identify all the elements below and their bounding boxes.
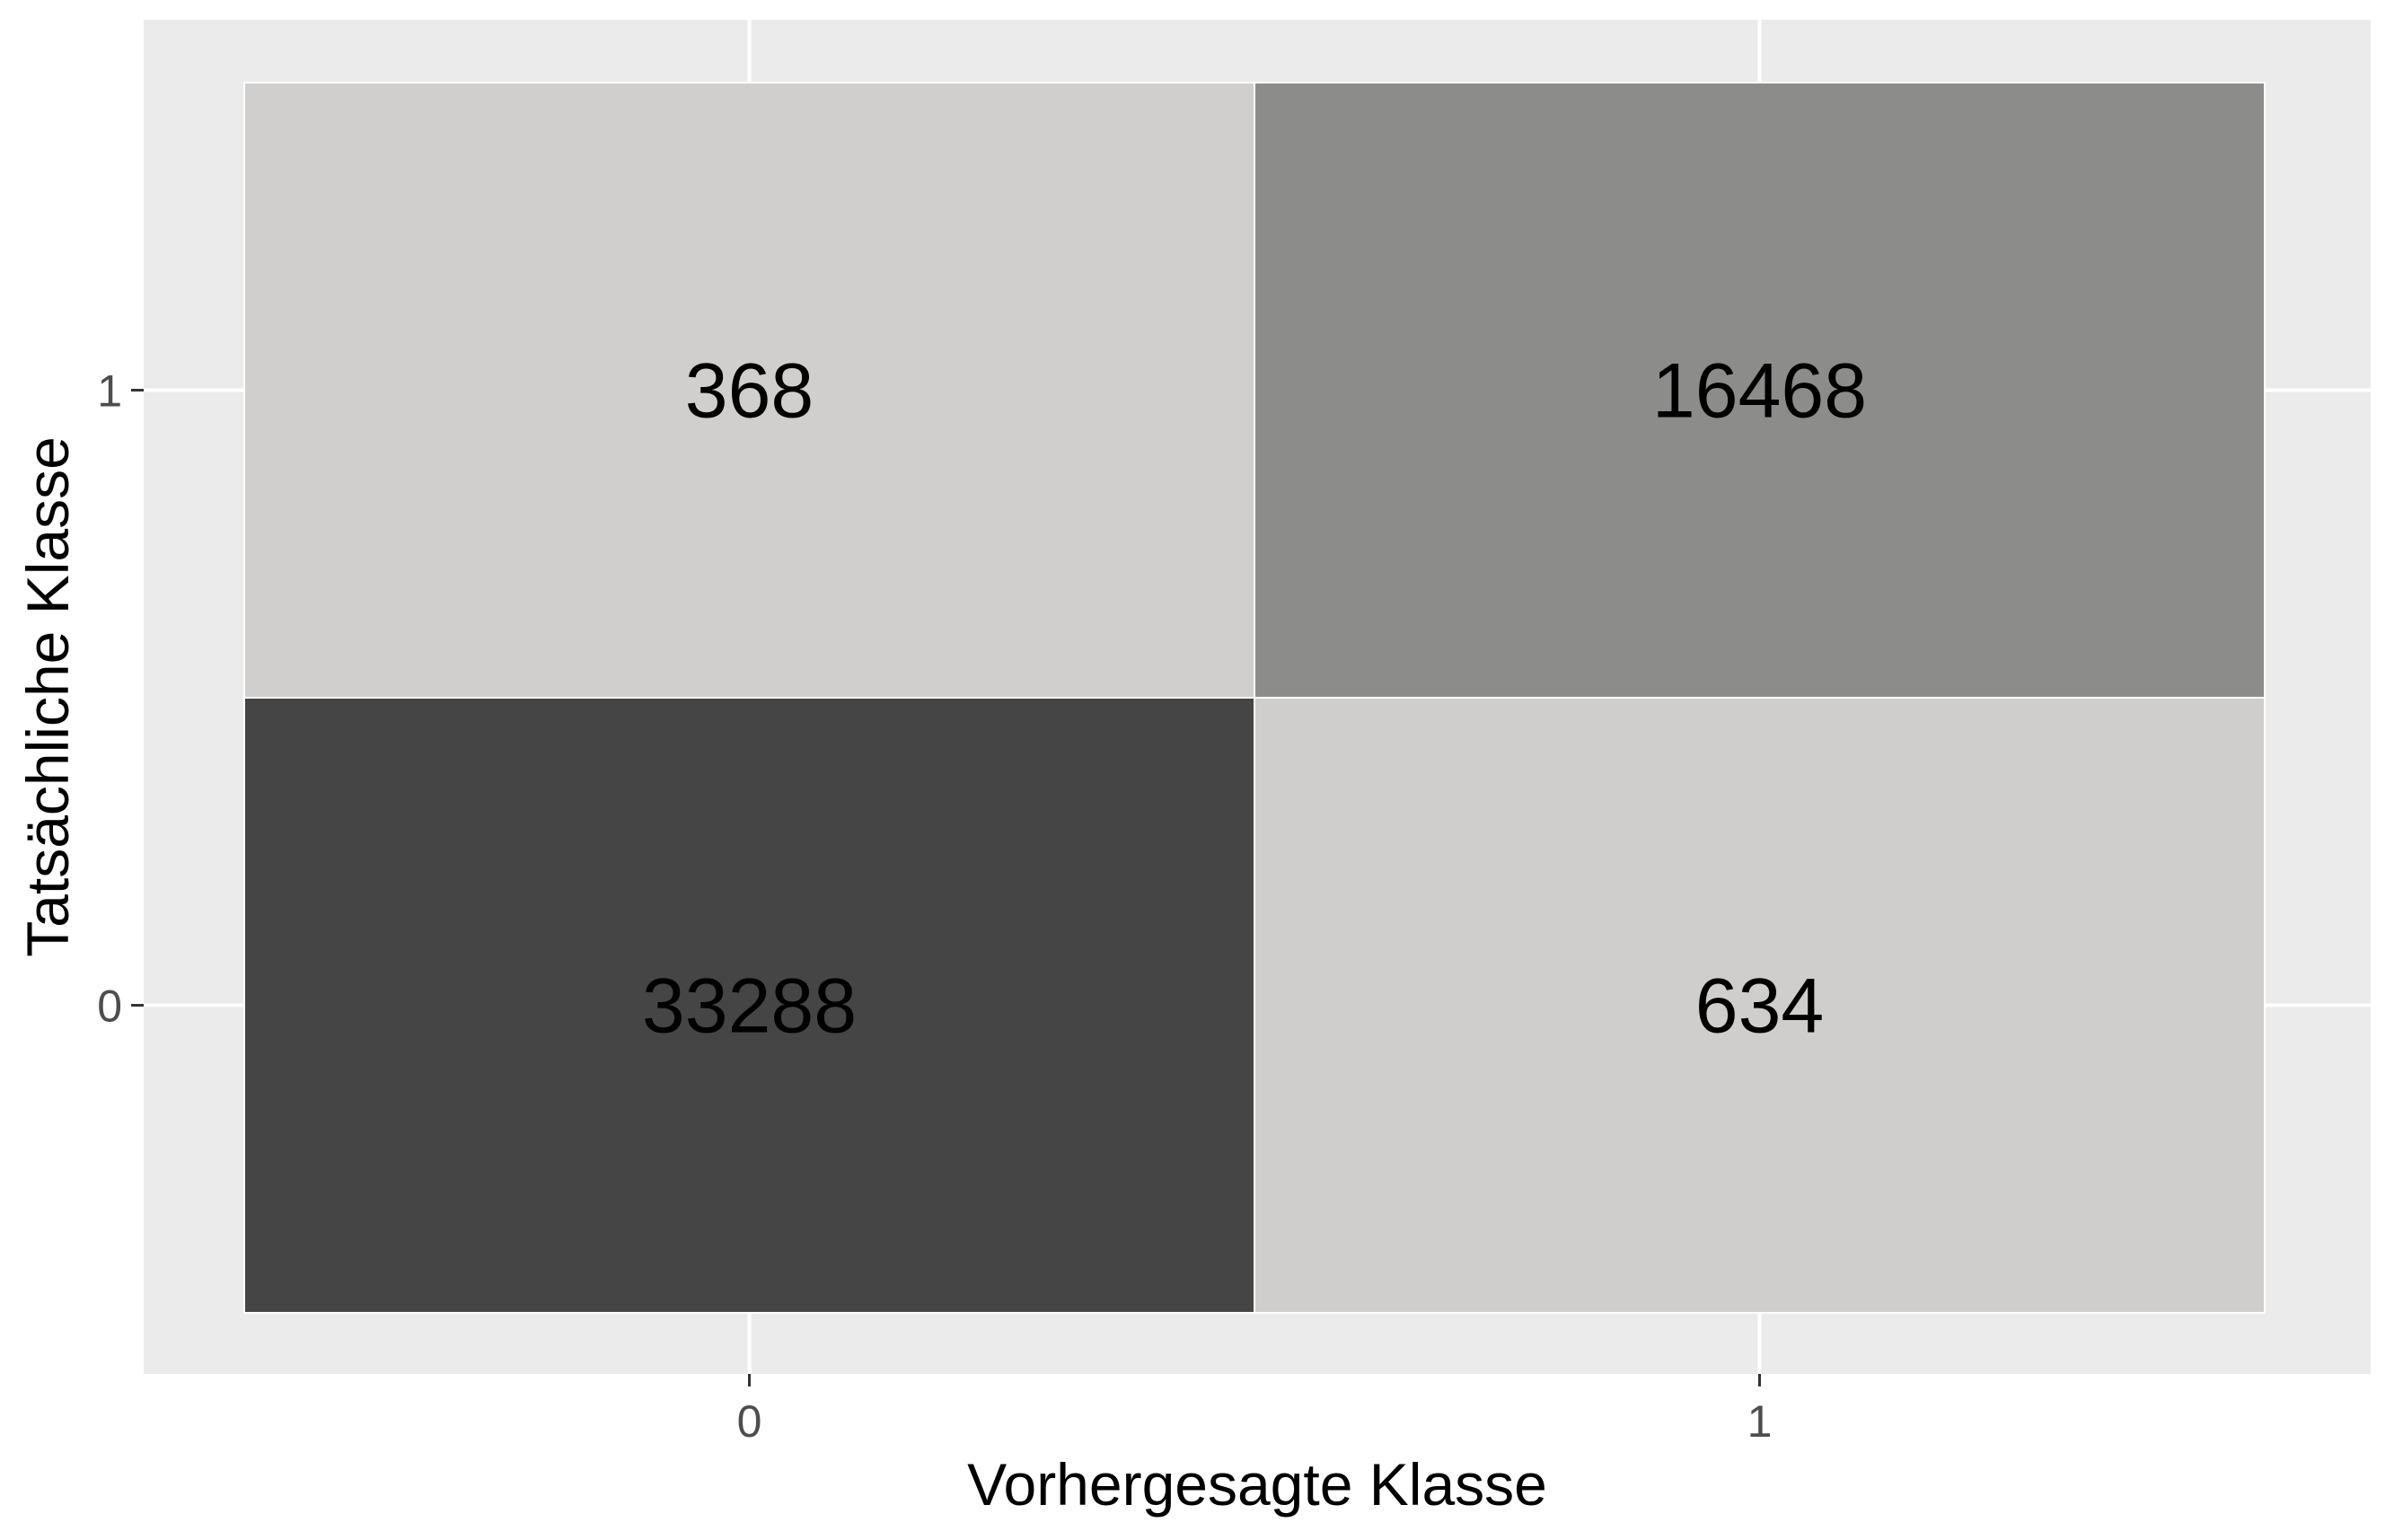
x-tick-label-0: 0	[737, 1396, 762, 1447]
heatmap-cells	[243, 82, 2266, 1314]
heatmap-cell-x0-y1	[243, 82, 1255, 699]
x-axis-title: Vorhergesagte Klasse	[967, 1451, 1547, 1518]
cell-label-x1-y0: 634	[1695, 964, 1825, 1050]
y-tick-label-1: 1	[97, 366, 122, 417]
cell-label-x0-y0: 33288	[642, 964, 857, 1050]
heatmap-cell-x1-y1	[1254, 82, 2266, 699]
cell-label-x0-y1: 368	[685, 348, 814, 435]
cell-label-x1-y1: 16468	[1652, 348, 1867, 435]
y-axis: 01	[97, 366, 144, 1032]
x-tick-label-1: 1	[1747, 1396, 1773, 1447]
y-tick-label-0: 0	[97, 981, 122, 1032]
heatmap-cell-x1-y0	[1254, 697, 2266, 1314]
heatmap-cell-x0-y0	[243, 697, 1255, 1314]
cell-value-labels: 368 16468 33288 634	[642, 348, 1867, 1050]
y-axis-title: Tatsächliche Klasse	[14, 436, 81, 957]
